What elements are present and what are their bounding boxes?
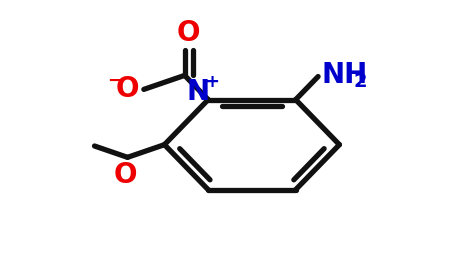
Text: O: O bbox=[113, 161, 137, 188]
Text: O: O bbox=[177, 19, 200, 47]
Text: NH: NH bbox=[322, 61, 368, 89]
Text: N: N bbox=[187, 77, 210, 106]
Text: −: − bbox=[107, 72, 122, 90]
Text: +: + bbox=[204, 73, 219, 91]
Text: O: O bbox=[116, 75, 140, 103]
Text: 2: 2 bbox=[354, 72, 368, 91]
